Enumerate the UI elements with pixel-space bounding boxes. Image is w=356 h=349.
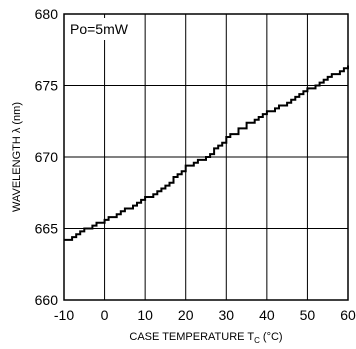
annotation-label: Po=5mW [70,21,129,37]
x-axis-label-main: CASE TEMPERATURE T [129,331,254,343]
annotation-background [67,18,129,40]
series-layer [64,65,349,241]
x-tick-label: 10 [137,307,153,323]
x-tick-label: 30 [218,307,234,323]
y-tick-label: 670 [35,149,59,165]
x-tick-label: 50 [300,307,316,323]
x-tick-label: -10 [54,307,74,323]
y-tick-label: 675 [35,78,59,94]
x-axis-label-unit: (°C) [260,331,283,343]
y-tick-label: 660 [35,292,59,308]
series-line [64,65,349,241]
x-axis-label: CASE TEMPERATURE TC (°C) [129,331,282,345]
grid [64,14,348,300]
x-tick-label: 40 [259,307,275,323]
tick-labels: -10 0 10 20 30 40 50 60 660 665 670 675 680 [35,6,356,323]
y-tick-label: 680 [35,6,59,22]
x-tick-label: 0 [101,307,109,323]
x-tick-label: 20 [178,307,194,323]
x-axis-label-subscript: C [254,336,260,345]
y-axis-label: WAVELENGTH λ (nm) [11,102,23,212]
x-tick-label: 60 [340,307,356,323]
y-tick-label: 665 [35,221,59,237]
plot-frame [63,13,349,301]
